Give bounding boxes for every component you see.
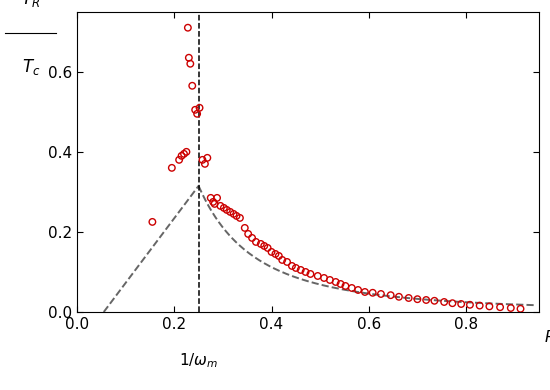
Point	[440, 299, 449, 305]
Point	[516, 306, 525, 312]
Point	[148, 219, 157, 225]
Point	[267, 249, 276, 255]
Point	[232, 213, 241, 219]
Point	[177, 153, 186, 159]
Point	[198, 157, 207, 163]
Point	[496, 304, 504, 310]
Point	[314, 273, 322, 279]
Point	[413, 296, 422, 302]
Point	[368, 290, 377, 296]
Point	[184, 25, 192, 31]
Point	[296, 267, 305, 273]
Point	[222, 207, 231, 213]
Point	[210, 201, 219, 207]
Point	[278, 257, 287, 263]
Point	[175, 157, 184, 163]
Point	[219, 205, 228, 211]
Point	[430, 298, 439, 304]
Point	[229, 211, 238, 217]
Point	[306, 271, 315, 277]
Point	[394, 294, 403, 300]
Point	[354, 287, 362, 293]
Point	[348, 285, 356, 291]
Point	[507, 305, 515, 311]
Point	[240, 225, 249, 231]
Point	[283, 259, 292, 265]
Point	[213, 195, 222, 201]
Point	[263, 245, 272, 251]
Point	[465, 302, 474, 308]
Point	[182, 149, 191, 155]
Point	[336, 281, 345, 287]
Point	[167, 165, 176, 171]
Point	[288, 263, 296, 269]
Point	[292, 265, 300, 271]
Point	[485, 303, 494, 310]
Point	[188, 83, 197, 89]
Point	[386, 292, 395, 298]
Point	[226, 209, 235, 215]
Point	[274, 253, 283, 259]
Point	[377, 291, 386, 297]
Point	[195, 105, 204, 111]
Point	[248, 235, 256, 241]
Point	[260, 243, 268, 249]
Point	[186, 60, 195, 67]
Point	[301, 269, 310, 275]
Text: $R/V_0 = 1/\omega$: $R/V_0 = 1/\omega$	[543, 328, 550, 347]
Point	[448, 300, 457, 306]
Point	[422, 297, 431, 303]
Point	[251, 239, 260, 245]
Point	[360, 289, 369, 295]
Point	[203, 155, 212, 161]
Point	[192, 111, 201, 117]
Point	[326, 277, 334, 283]
Point	[320, 275, 328, 281]
Text: $1/\omega_m$: $1/\omega_m$	[179, 351, 218, 370]
Point	[256, 241, 265, 247]
Point	[191, 107, 200, 113]
Point	[244, 231, 252, 237]
Point	[235, 215, 244, 221]
Point	[216, 203, 225, 209]
Point	[271, 251, 280, 257]
Point	[475, 303, 484, 309]
Point	[184, 55, 193, 61]
Point	[341, 283, 350, 289]
Point	[206, 195, 215, 201]
Point	[201, 161, 210, 167]
Point	[457, 301, 466, 307]
Point	[209, 199, 218, 205]
Point	[180, 151, 189, 157]
Text: $T_R$: $T_R$	[21, 0, 40, 9]
Point	[404, 295, 413, 301]
Text: $T_c$: $T_c$	[21, 57, 40, 77]
Point	[331, 279, 340, 285]
